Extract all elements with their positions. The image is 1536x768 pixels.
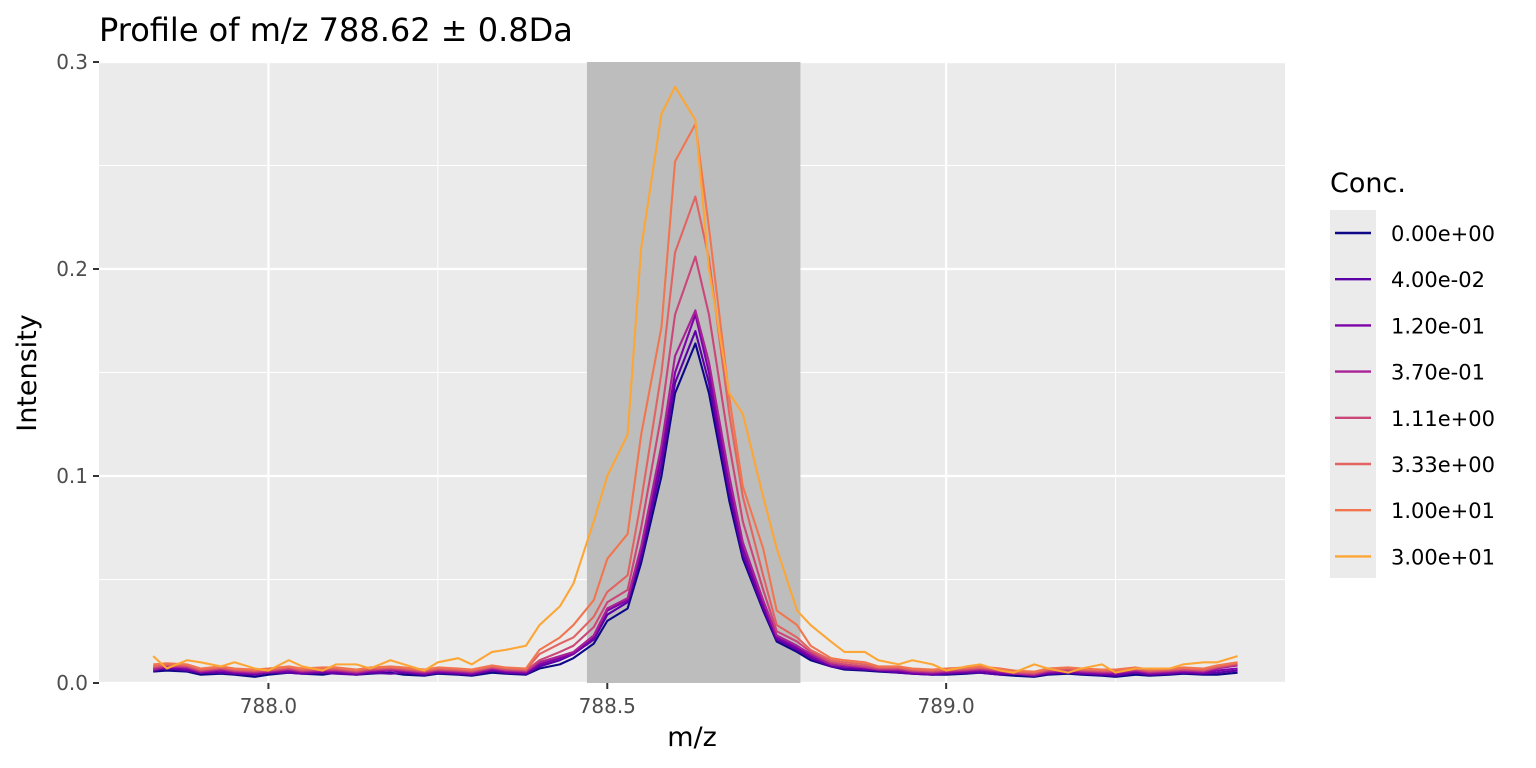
y-tick-label: 0.1 (56, 464, 88, 488)
chart-title: Profile of m/z 788.62 ± 0.8Da (99, 11, 573, 49)
y-axis: 0.0 0.1 0.2 0.3 (56, 50, 99, 695)
y-axis-title: Intensity (12, 314, 43, 432)
series-line-8 (152, 85, 1238, 674)
legend-label-3: 1.20e-01 (1391, 314, 1485, 338)
legend-label-4: 3.70e-01 (1391, 361, 1485, 385)
legend-key-background (1330, 210, 1376, 578)
legend-label-6: 3.33e+00 (1391, 453, 1495, 477)
x-tick-label: 788.0 (240, 694, 297, 718)
x-tick-label: 789.0 (918, 694, 975, 718)
legend: Conc. 0.00e+00 4.00e-02 1.20e-01 3.70e-01 1.… (1330, 168, 1495, 578)
legend-items: 0.00e+00 4.00e-02 1.20e-01 3.70e-01 1.11e+00… (1335, 222, 1495, 569)
legend-label-8: 3.00e+01 (1391, 545, 1495, 569)
legend-label-1: 0.00e+00 (1391, 222, 1495, 246)
y-tick-label: 0.2 (56, 257, 88, 281)
legend-title: Conc. (1330, 168, 1406, 199)
series-lines (152, 85, 1238, 678)
x-axis-title: m/z (667, 722, 717, 753)
legend-label-2: 4.00e-02 (1391, 268, 1485, 292)
x-tick-label: 788.5 (579, 694, 636, 718)
y-tick-label: 0.0 (56, 671, 88, 695)
y-tick-label: 0.3 (56, 50, 88, 74)
legend-label-5: 1.11e+00 (1391, 407, 1495, 431)
x-axis: 788.0 788.5 789.0 (240, 683, 975, 718)
legend-label-7: 1.00e+01 (1391, 499, 1495, 523)
highlight-band (586, 62, 801, 683)
